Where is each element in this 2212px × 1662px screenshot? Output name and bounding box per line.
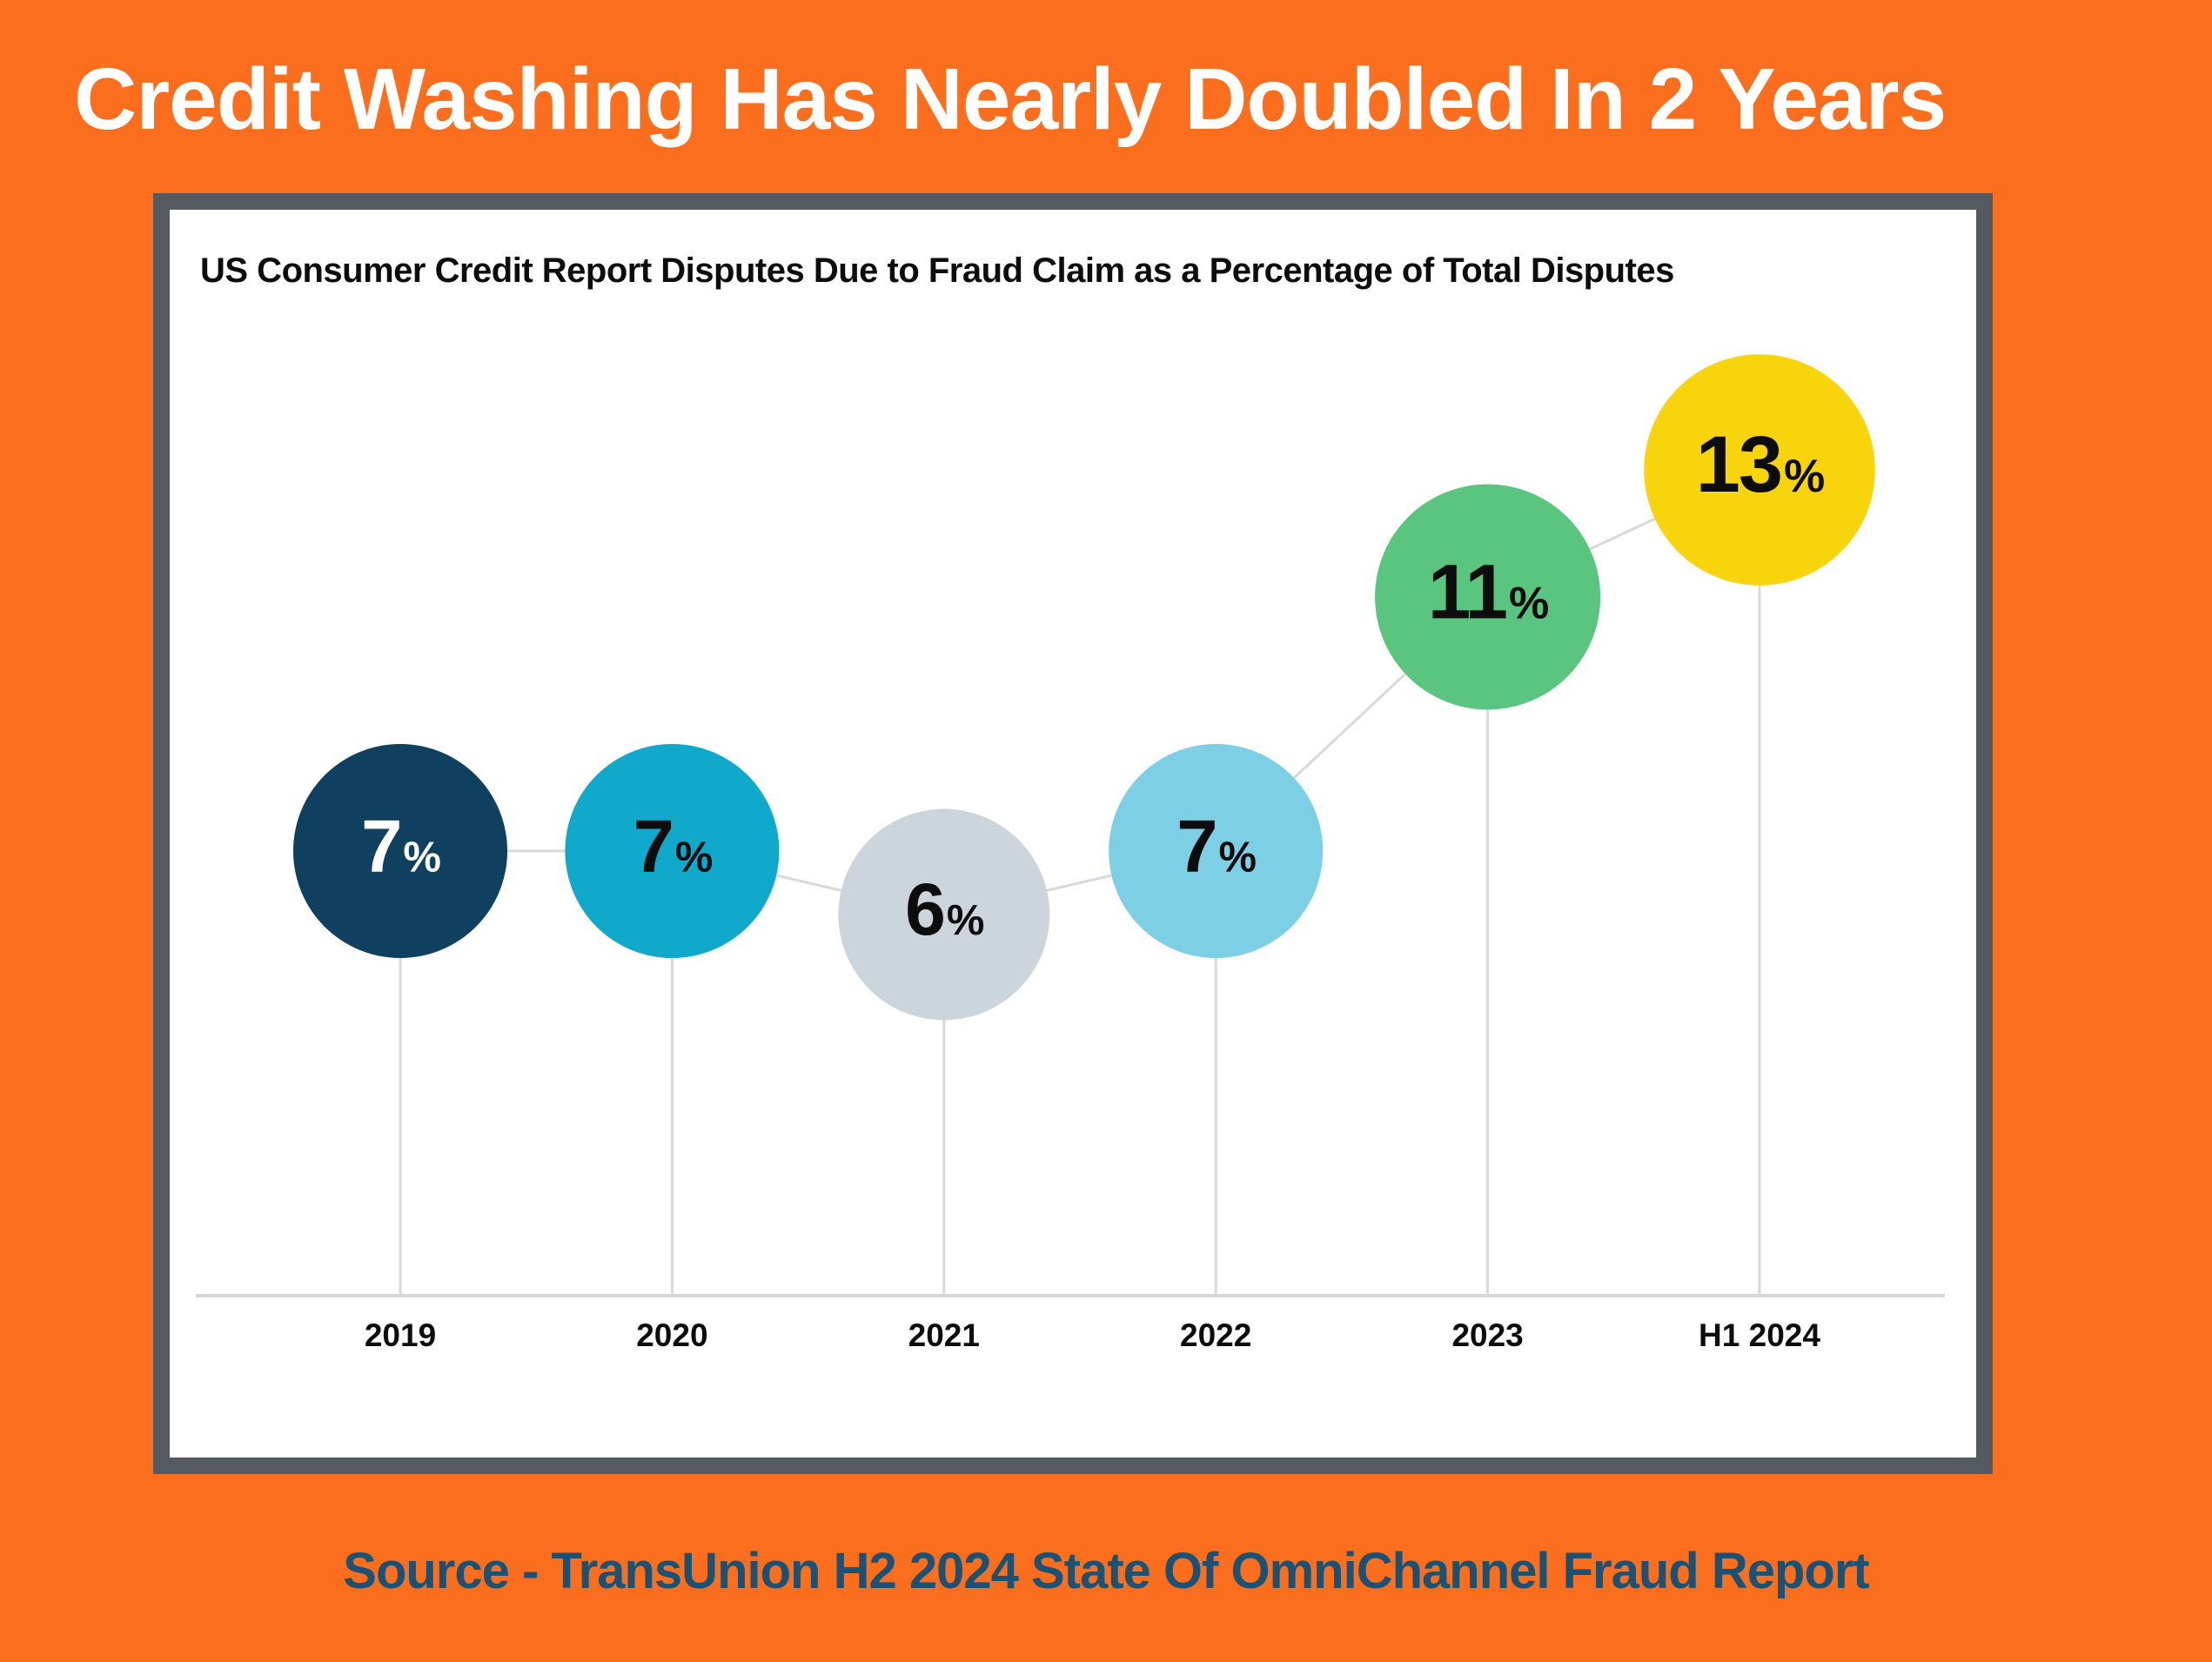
data-point-value: 13	[1696, 420, 1781, 509]
data-point-label: 7%	[633, 805, 712, 888]
data-point-label: 11%	[1428, 548, 1548, 635]
page-title: Credit Washing Has Nearly Doubled In 2 Y…	[74, 50, 1947, 148]
data-point-label: 7%	[1176, 805, 1256, 888]
data-point-label: 6%	[905, 868, 984, 950]
data-point-value: 11	[1428, 548, 1507, 635]
percent-sign: %	[947, 897, 984, 944]
data-point-value: 6	[905, 868, 944, 950]
data-point-bubble	[1375, 484, 1601, 710]
x-axis-label: 2022	[1180, 1317, 1251, 1353]
data-point-value: 7	[361, 805, 400, 888]
percent-sign: %	[1219, 834, 1257, 881]
data-point-value: 7	[633, 805, 672, 888]
data-point-bubble	[838, 808, 1050, 1021]
data-point-label: 7%	[361, 805, 440, 888]
data-point-bubble	[565, 743, 780, 959]
source-caption: Source - TransUnion H2 2024 State Of Omn…	[343, 1543, 1869, 1599]
x-axis-label: 2023	[1451, 1317, 1523, 1353]
data-point-value: 7	[1176, 805, 1216, 888]
chart-title: US Consumer Credit Report Disputes Due t…	[200, 251, 1674, 290]
percent-sign: %	[1509, 579, 1548, 629]
x-axis-label: 2020	[636, 1317, 707, 1353]
data-point-label: 13%	[1696, 420, 1824, 509]
chart-card: US Consumer Credit Report Disputes Due t…	[153, 193, 1993, 1474]
x-axis-label: 2019	[365, 1317, 436, 1353]
x-axis-label: 2021	[908, 1317, 980, 1353]
data-point-bubble	[1644, 354, 1875, 586]
x-axis-label: H1 2024	[1699, 1317, 1820, 1353]
percent-sign: %	[1784, 451, 1824, 502]
data-point-bubble	[1109, 743, 1324, 959]
bubble-line-chart: 7% 2019 7% 2020 6% 2021 7% 2022 11% 2023 13% H1 202…	[196, 354, 1945, 1353]
percent-sign: %	[403, 834, 440, 881]
data-point-bubble	[292, 743, 508, 959]
percent-sign: %	[675, 834, 713, 881]
